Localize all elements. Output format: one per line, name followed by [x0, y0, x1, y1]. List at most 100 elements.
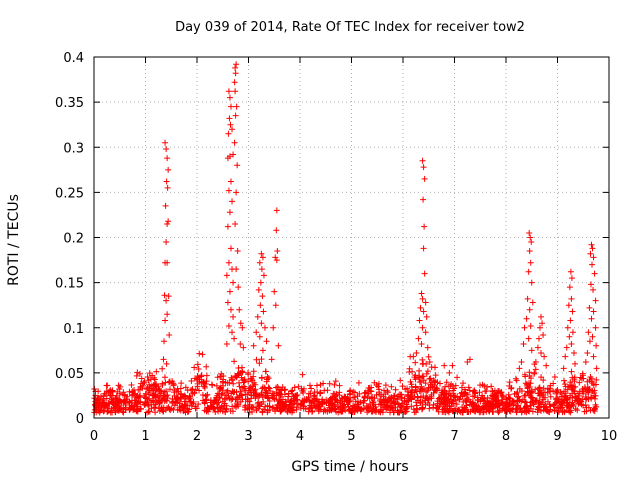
- data-point: [527, 234, 534, 241]
- baseline-point: [228, 374, 235, 381]
- baseline-point: [334, 399, 341, 406]
- baseline-point: [412, 384, 419, 391]
- baseline-point: [419, 356, 426, 363]
- baseline-point: [562, 392, 569, 399]
- baseline-point: [492, 397, 499, 404]
- baseline-point: [122, 406, 129, 413]
- baseline-point: [289, 390, 296, 397]
- baseline-point: [584, 388, 591, 395]
- data-point: [466, 356, 473, 363]
- baseline-point: [200, 383, 207, 390]
- baseline-point: [258, 356, 265, 363]
- data-point: [227, 103, 234, 110]
- data-point: [422, 299, 429, 306]
- x-axis-label: GPS time / hours: [291, 459, 408, 475]
- baseline-point: [182, 384, 189, 391]
- baseline-point: [411, 393, 418, 400]
- baseline-point: [527, 392, 534, 399]
- baseline-point: [591, 392, 598, 399]
- baseline-point: [366, 387, 373, 394]
- baseline-point: [216, 390, 223, 397]
- baseline-point: [310, 402, 317, 409]
- baseline-point: [189, 386, 196, 393]
- data-point: [259, 347, 266, 354]
- data-point: [526, 229, 533, 236]
- data-point: [162, 317, 169, 324]
- data-point: [229, 329, 236, 336]
- data-point: [224, 155, 231, 162]
- data-point: [224, 299, 231, 306]
- baseline-point: [201, 407, 208, 414]
- baseline-point: [254, 400, 261, 407]
- baseline-point: [412, 409, 419, 416]
- baseline-point: [109, 409, 116, 416]
- data-point: [525, 335, 532, 342]
- baseline-point: [116, 397, 123, 404]
- baseline-point: [592, 404, 599, 411]
- baseline-point: [213, 382, 220, 389]
- baseline-point: [360, 398, 367, 405]
- y-tick-label: 0.35: [55, 96, 84, 111]
- baseline-point: [500, 393, 507, 400]
- baseline-point: [561, 381, 568, 388]
- data-point: [225, 130, 232, 137]
- y-tick-label: 0.1: [63, 322, 84, 337]
- data-point: [227, 245, 234, 252]
- baseline-point: [232, 396, 239, 403]
- data-point: [426, 359, 433, 366]
- data-point: [532, 359, 539, 366]
- baseline-point: [224, 387, 231, 394]
- baseline-point: [273, 384, 280, 391]
- baseline-point: [585, 387, 592, 394]
- baseline-point: [440, 393, 447, 400]
- baseline-point: [156, 386, 163, 393]
- data-point: [464, 359, 471, 366]
- data-point: [237, 340, 244, 347]
- baseline-point: [164, 394, 171, 401]
- baseline-point: [282, 386, 289, 393]
- baseline-point: [544, 398, 551, 405]
- baseline-point: [250, 404, 257, 411]
- data-point: [528, 347, 535, 354]
- baseline-point: [223, 405, 230, 412]
- grid: [94, 57, 609, 418]
- baseline-point: [286, 401, 293, 408]
- baseline-point: [449, 382, 456, 389]
- data-point: [569, 329, 576, 336]
- data-point: [538, 313, 545, 320]
- baseline-point: [454, 393, 461, 400]
- data-point: [232, 220, 239, 227]
- baseline-point: [313, 382, 320, 389]
- baseline-point: [428, 395, 435, 402]
- baseline-point: [394, 401, 401, 408]
- x-tick-label: 10: [601, 429, 618, 444]
- baseline-point: [221, 402, 228, 409]
- baseline-point: [382, 401, 389, 408]
- baseline-point: [166, 406, 173, 413]
- baseline-point: [228, 390, 235, 397]
- baseline-point: [263, 392, 270, 399]
- x-tick-label: 4: [296, 429, 304, 444]
- baseline-point: [350, 388, 357, 395]
- baseline-point: [442, 398, 449, 405]
- baseline-point: [276, 389, 283, 396]
- baseline-point: [285, 405, 292, 412]
- data-point: [230, 313, 237, 320]
- baseline-point: [291, 384, 298, 391]
- baseline-point: [236, 379, 243, 386]
- baseline-point: [305, 390, 312, 397]
- baseline-point: [232, 373, 239, 380]
- baseline-point: [488, 383, 495, 390]
- baseline-point: [591, 408, 598, 415]
- data-point: [225, 187, 232, 194]
- baseline-point: [430, 401, 437, 408]
- data-point: [525, 268, 532, 275]
- baseline-point: [380, 387, 387, 394]
- baseline-point: [397, 377, 404, 384]
- data-point: [424, 344, 431, 351]
- baseline-point: [477, 382, 484, 389]
- baseline-point: [394, 396, 401, 403]
- baseline-point: [230, 380, 237, 387]
- data-point: [407, 353, 414, 360]
- baseline-point: [221, 396, 228, 403]
